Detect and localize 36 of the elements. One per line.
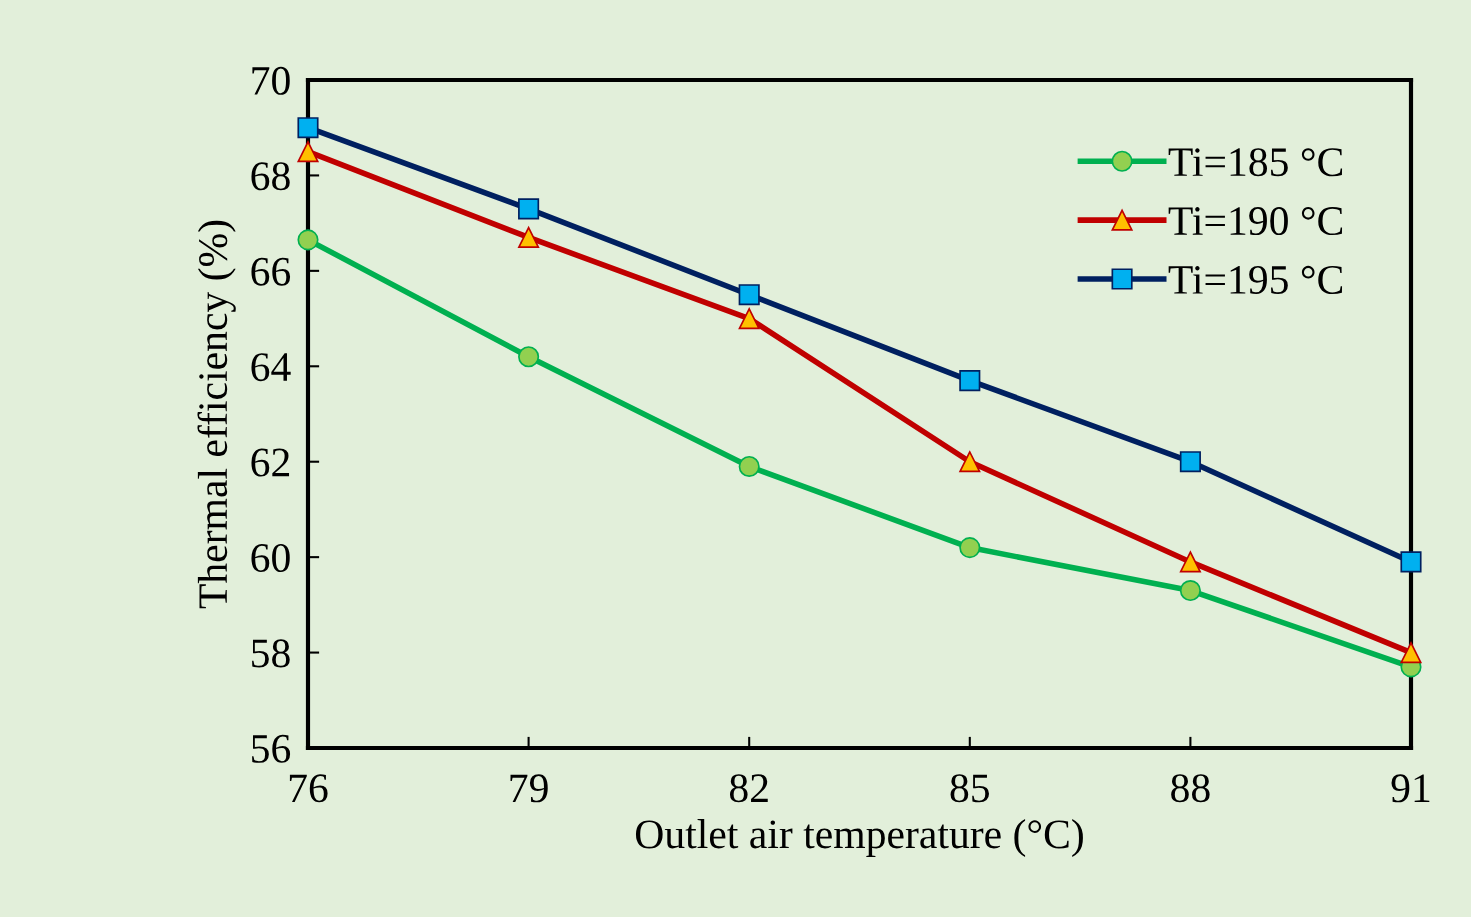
y-tick-label: 58 bbox=[252, 639, 290, 668]
y-tick-label: 64 bbox=[251, 353, 291, 382]
point bbox=[518, 226, 540, 249]
point bbox=[297, 229, 319, 251]
y-axis-title: Thermal efficiency (%) bbox=[197, 220, 236, 609]
point bbox=[1179, 579, 1201, 602]
point bbox=[1400, 551, 1422, 573]
point bbox=[959, 537, 981, 559]
legend-label: Ti=185 °C bbox=[1168, 148, 1343, 177]
y-tick-label: 70 bbox=[252, 66, 290, 95]
point bbox=[518, 346, 540, 368]
point bbox=[738, 284, 760, 306]
x-tick-label: 76 bbox=[289, 774, 328, 803]
point bbox=[297, 141, 319, 163]
legend-label: Ti=190 °C bbox=[1168, 207, 1343, 236]
x-axis-title: Outlet air temperature (°C) bbox=[635, 819, 1083, 857]
legend-label: Ti=195 °C bbox=[1168, 265, 1343, 294]
y-tick-label: 56 bbox=[252, 734, 291, 763]
x-tick-label: 82 bbox=[729, 774, 768, 803]
y-tick-label: 66 bbox=[251, 257, 291, 286]
point bbox=[959, 451, 981, 473]
y-tick-label: 60 bbox=[251, 543, 290, 573]
point bbox=[738, 455, 760, 478]
point bbox=[1400, 642, 1422, 664]
x-tick-label: 91 bbox=[1391, 774, 1430, 803]
x-tick-label: 88 bbox=[1171, 774, 1210, 803]
point bbox=[1179, 451, 1201, 473]
point bbox=[1179, 551, 1201, 573]
x-tick-label: 85 bbox=[950, 774, 990, 803]
y-tick-label: 62 bbox=[251, 448, 290, 477]
point bbox=[297, 117, 319, 139]
point bbox=[738, 308, 760, 330]
y-tick-label: 68 bbox=[251, 162, 290, 191]
point bbox=[959, 370, 981, 392]
x-tick-label: 79 bbox=[510, 774, 548, 803]
point bbox=[518, 198, 540, 220]
